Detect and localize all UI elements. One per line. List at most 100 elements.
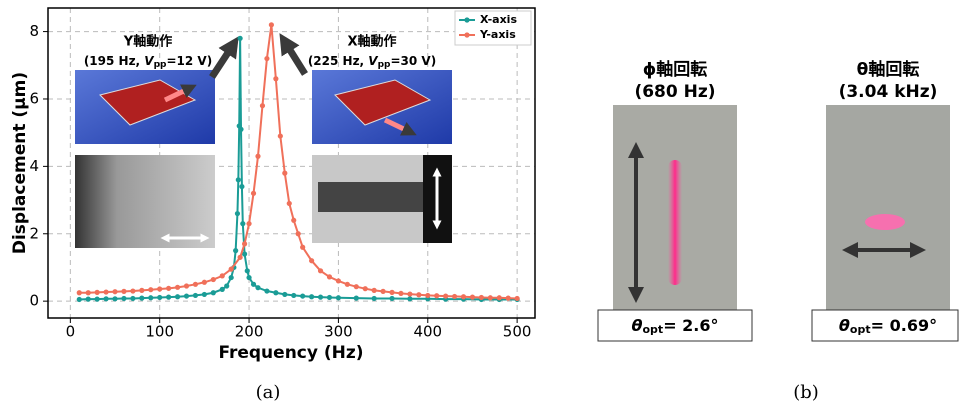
data-point bbox=[300, 245, 305, 250]
data-point bbox=[372, 296, 377, 301]
data-point bbox=[300, 293, 305, 298]
data-point bbox=[202, 280, 207, 285]
data-point bbox=[363, 286, 368, 291]
data-point bbox=[425, 293, 430, 298]
legend-marker bbox=[464, 17, 469, 22]
data-point bbox=[166, 295, 171, 300]
caption: (b) bbox=[793, 382, 819, 403]
data-point bbox=[86, 297, 91, 302]
data-point bbox=[77, 297, 82, 302]
figure: Frequency (Hz) Displacement (μm) (a) (b)… bbox=[0, 0, 959, 407]
x-axis-label: Frequency (Hz) bbox=[218, 343, 363, 363]
y-tick-label: 4 bbox=[29, 157, 39, 175]
data-point bbox=[327, 295, 332, 300]
y-tick-label: 8 bbox=[29, 22, 39, 40]
laser-spot bbox=[865, 214, 905, 230]
data-point bbox=[202, 292, 207, 297]
data-point bbox=[479, 295, 484, 300]
annotation-title: X軸動作 bbox=[347, 34, 396, 50]
insets bbox=[75, 42, 452, 248]
annotation-part: =12 V) bbox=[166, 54, 212, 68]
data-point bbox=[327, 274, 332, 279]
data-point bbox=[282, 171, 287, 176]
data-point bbox=[229, 267, 234, 272]
photo-number: = 2.6° bbox=[663, 316, 718, 335]
data-point bbox=[233, 248, 238, 253]
data-point bbox=[121, 296, 126, 301]
data-point bbox=[291, 293, 296, 298]
data-point bbox=[506, 296, 511, 301]
x-tick-label: 500 bbox=[503, 323, 532, 341]
y-tick-label: 0 bbox=[29, 292, 39, 310]
data-point bbox=[470, 295, 475, 300]
data-point bbox=[220, 287, 225, 292]
data-point bbox=[282, 292, 287, 297]
annotation-part: pp bbox=[154, 60, 167, 70]
data-point bbox=[95, 297, 100, 302]
data-point bbox=[354, 296, 359, 301]
data-point bbox=[229, 275, 234, 280]
data-point bbox=[255, 154, 260, 159]
data-point bbox=[251, 191, 256, 196]
data-point bbox=[220, 273, 225, 278]
x-tick-label: 100 bbox=[145, 323, 174, 341]
data-point bbox=[354, 284, 359, 289]
data-point bbox=[416, 292, 421, 297]
callout-arrow bbox=[212, 45, 233, 77]
data-point bbox=[139, 296, 144, 301]
data-point bbox=[238, 36, 243, 41]
data-point bbox=[255, 285, 260, 290]
y-axis-label: Displacement (μm) bbox=[10, 72, 30, 254]
data-point bbox=[336, 295, 341, 300]
data-point bbox=[112, 296, 117, 301]
data-point bbox=[488, 295, 493, 300]
data-point bbox=[269, 22, 274, 27]
data-point bbox=[497, 295, 502, 300]
annotation-part: (225 Hz, bbox=[308, 54, 368, 68]
data-point bbox=[278, 133, 283, 138]
data-point bbox=[157, 286, 162, 291]
data-point bbox=[380, 289, 385, 294]
data-point bbox=[130, 296, 135, 301]
annotation-text: (195 Hz, Vpp=12 V) bbox=[84, 54, 212, 70]
data-point bbox=[184, 283, 189, 288]
data-point bbox=[246, 221, 251, 226]
photo bbox=[826, 105, 950, 310]
photo-subscript: opt bbox=[850, 323, 871, 336]
data-point bbox=[309, 258, 314, 263]
data-point bbox=[224, 283, 229, 288]
data-point bbox=[139, 288, 144, 293]
data-point bbox=[175, 294, 180, 299]
data-point bbox=[389, 290, 394, 295]
annotation-text: (225 Hz, Vpp=30 V) bbox=[308, 54, 436, 70]
photo-panel bbox=[598, 105, 958, 341]
inset-comb bbox=[318, 182, 423, 212]
data-point bbox=[211, 290, 216, 295]
data-point bbox=[193, 293, 198, 298]
data-point bbox=[103, 289, 108, 294]
data-point bbox=[287, 201, 292, 206]
data-point bbox=[175, 285, 180, 290]
x-tick-label: 0 bbox=[66, 323, 76, 341]
data-point bbox=[461, 294, 466, 299]
photo-title: ϕ軸回転 bbox=[643, 59, 708, 80]
data-point bbox=[345, 282, 350, 287]
photo-subscript: opt bbox=[642, 323, 663, 336]
photo-frequency: (680 Hz) bbox=[634, 82, 715, 102]
data-point bbox=[238, 127, 243, 132]
data-point bbox=[112, 289, 117, 294]
data-point bbox=[398, 291, 403, 296]
y-tick-label: 2 bbox=[29, 224, 39, 242]
data-point bbox=[318, 268, 323, 273]
data-point bbox=[309, 294, 314, 299]
data-point bbox=[372, 288, 377, 293]
data-point bbox=[211, 277, 216, 282]
data-point bbox=[515, 296, 520, 301]
photo-frequency: (3.04 kHz) bbox=[839, 82, 938, 102]
data-point bbox=[121, 289, 126, 294]
data-point bbox=[235, 211, 240, 216]
data-point bbox=[443, 293, 448, 298]
annotation-part: =30 V) bbox=[390, 54, 436, 68]
data-point bbox=[246, 275, 251, 280]
data-point bbox=[336, 278, 341, 283]
